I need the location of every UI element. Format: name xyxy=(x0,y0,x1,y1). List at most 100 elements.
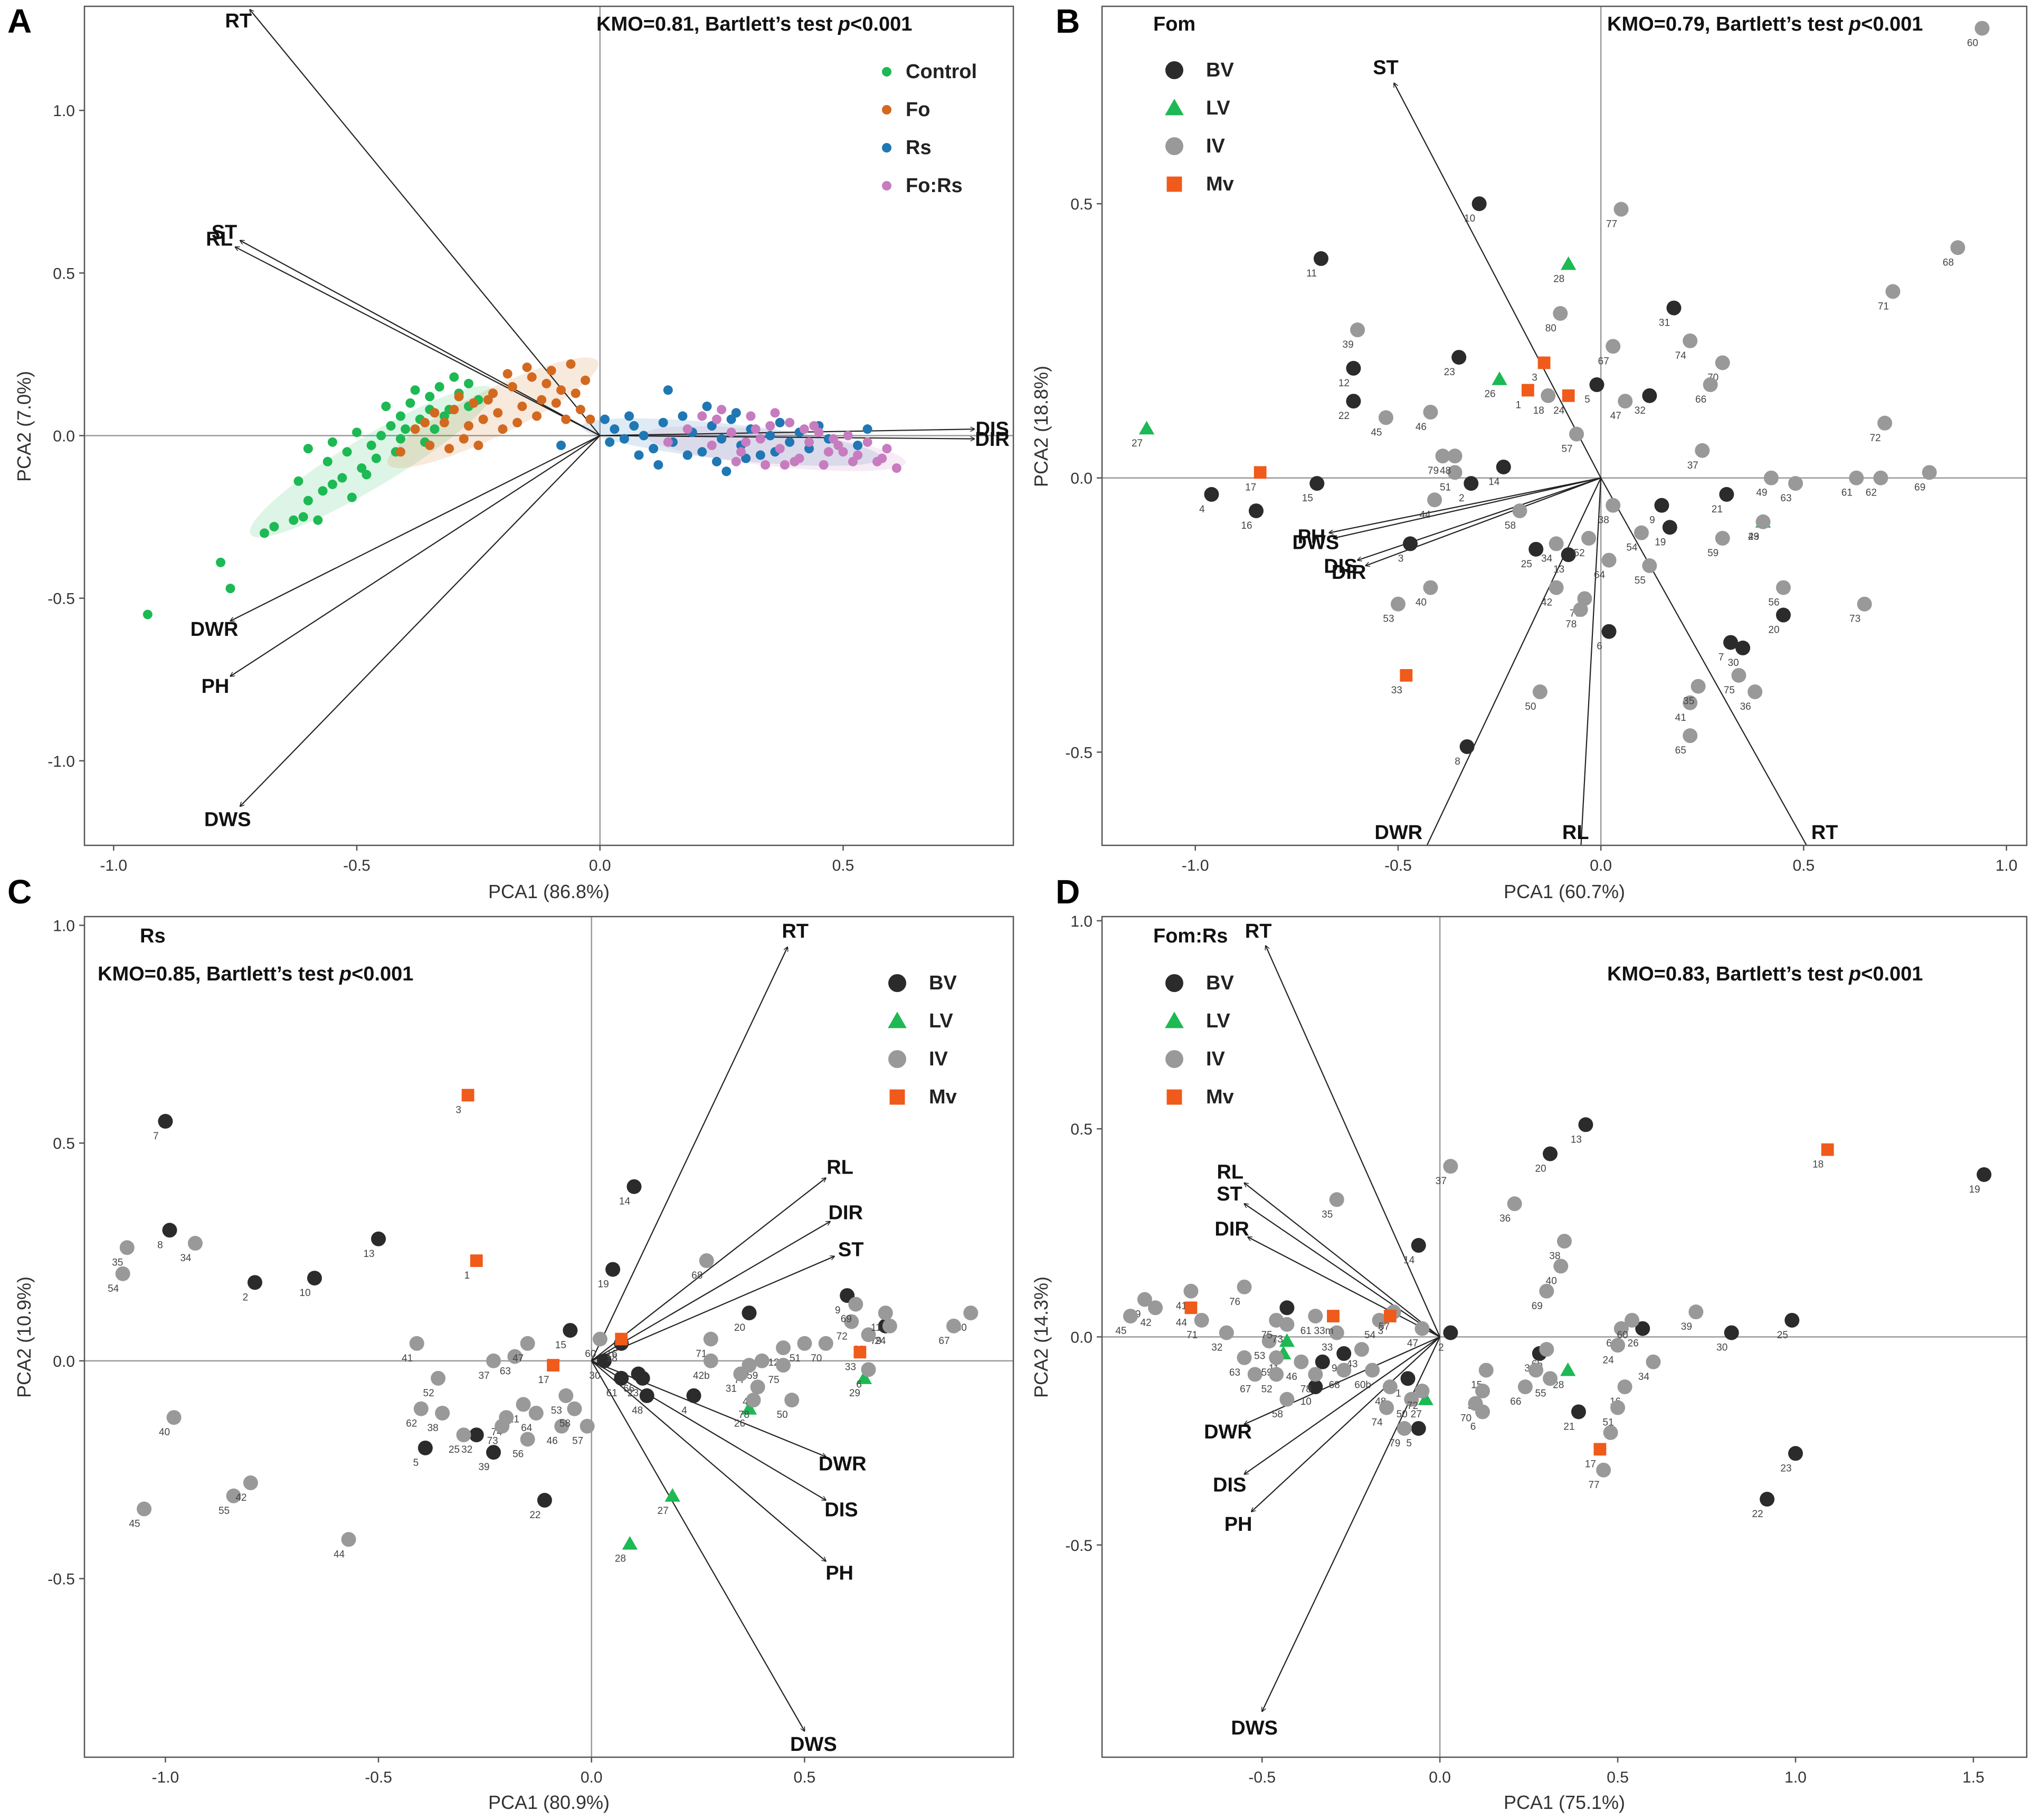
panel-c-point-label-45: 45 xyxy=(129,1519,140,1530)
panel-d-point-label-20: 20 xyxy=(1535,1164,1546,1175)
panel-c-loading-label-dwr: DWR xyxy=(819,1453,867,1475)
panel-a-legend-key-fo-rs xyxy=(882,181,891,190)
panel-a-point-control-35 xyxy=(410,385,420,395)
panel-d-point-label-75: 75 xyxy=(1261,1330,1273,1341)
panel-a-point-fo-14 xyxy=(546,366,556,376)
panel-c-point-mv-17 xyxy=(547,1359,559,1372)
panel-d-point-label-46: 46 xyxy=(1286,1371,1297,1383)
panel-d-legend-label-bv: BV xyxy=(1206,972,1234,994)
panel-d-loading-label-rl: RL xyxy=(1217,1161,1243,1184)
panel-d-point-bv-7 xyxy=(1279,1300,1295,1316)
panel-c-point-bv-19 xyxy=(605,1262,621,1277)
panel-b-y-tick-label-0: -0.5 xyxy=(1065,744,1093,761)
panel-c-point-label-38: 38 xyxy=(428,1423,439,1434)
panel-c-legend-key-iv xyxy=(888,1050,906,1068)
panel-a-loading-arrow-rt xyxy=(250,9,601,436)
panel-c-point-label-60: 60 xyxy=(585,1349,596,1360)
panel-b-point-iv-77 xyxy=(1613,202,1629,217)
panel-b-point-bv-31 xyxy=(1666,300,1682,316)
panel-d-point-bv-9 xyxy=(1336,1346,1352,1361)
panel-c-point-label-53: 53 xyxy=(551,1405,562,1416)
panel-d-point-label-50: 50 xyxy=(1397,1409,1408,1420)
panel-d-point-label-54: 54 xyxy=(1364,1330,1376,1341)
panel-c-point-label-71: 71 xyxy=(696,1349,707,1360)
panel-a-point-control-18 xyxy=(386,421,396,431)
panel-d-point-label-32: 32 xyxy=(1211,1342,1222,1354)
panel-c-y-tick-label-1: 0.0 xyxy=(53,1353,75,1370)
panel-b-point-iv-36 xyxy=(1748,684,1763,700)
panel-a-point-fo-rs-15 xyxy=(823,447,833,457)
panel-b-loading-label-dws: DWS xyxy=(1293,532,1340,554)
panel-c-point-label-50: 50 xyxy=(777,1409,788,1421)
panel-a-point-control-38 xyxy=(362,470,372,480)
panel-d-point-bv-20 xyxy=(1543,1146,1558,1161)
panel-a-legend-label-fo-rs: Fo:Rs xyxy=(906,175,963,197)
panel-b-point-bv-6 xyxy=(1601,624,1617,639)
panel-a-point-fo-26 xyxy=(522,363,532,373)
panel-b-point-bv-23 xyxy=(1451,350,1467,365)
panel-d-point-bv-1 xyxy=(1400,1371,1416,1386)
panel-b-point-mv-1 xyxy=(1521,384,1534,397)
panel-a-loading-arrow-dir xyxy=(600,435,975,439)
panel-c-point-bv-48 xyxy=(639,1388,654,1403)
panel-b-point-iv-39 xyxy=(1350,322,1365,338)
panel-d-point-iv-15 xyxy=(1478,1362,1494,1378)
panel-d-point-iv-36 xyxy=(1507,1196,1522,1212)
panel-a-legend: Control Fo Rs Fo:Rs xyxy=(882,61,977,197)
panel-c-point-bv-13 xyxy=(371,1231,386,1246)
panel-d-point-iv-56 xyxy=(1475,1384,1490,1399)
panel-d-point-label-33m: 33m xyxy=(1314,1326,1334,1337)
panel-c-point-iv-64 xyxy=(528,1405,544,1421)
panel-a-point-rs-22 xyxy=(804,444,814,454)
panel-c-point-label-57: 57 xyxy=(572,1436,583,1447)
panel-d-point-iv-51 xyxy=(1610,1400,1626,1415)
panel-c-point-mv-16 xyxy=(615,1332,628,1346)
panel-a-loading-arrow-ph xyxy=(230,435,601,676)
panel-c-point-iv-42 xyxy=(243,1475,258,1491)
panel-a-point-fo-28 xyxy=(502,369,512,379)
panel-c-letter: C xyxy=(7,873,32,911)
panel-a-point-fo-rs-33 xyxy=(829,434,839,444)
panel-b-point-iv-68 xyxy=(1950,240,1965,255)
panel-a-point-fo-rs-14 xyxy=(814,427,824,437)
panel-c-point-label-3: 3 xyxy=(455,1104,461,1116)
panel-b-point-iv-72 xyxy=(1877,415,1893,431)
panel-b-point-label-63: 63 xyxy=(1780,493,1791,504)
panel-b-loading-label-rl: RL xyxy=(1562,822,1589,844)
panel-a-point-rs-20 xyxy=(785,437,795,447)
panel-b-point-iv-70 xyxy=(1715,355,1730,370)
panel-b-point-iv-41 xyxy=(1683,695,1698,710)
panel-d-point-iv-54 xyxy=(1372,1312,1387,1328)
panel-b-point-label-27: 27 xyxy=(1132,438,1143,449)
panel-b-loading-label-dis: DIS xyxy=(1324,555,1357,577)
panel-c-legend-label-bv: BV xyxy=(929,972,957,994)
panel-c-point-iv-69 xyxy=(848,1297,863,1312)
panel-c-point-mv-1 xyxy=(470,1254,483,1267)
panel-a-point-rs-30 xyxy=(663,385,673,395)
panel-b-point-label-42: 42 xyxy=(1541,597,1552,608)
panel-c-point-label-19: 19 xyxy=(598,1279,609,1290)
panel-a-legend-key-fo xyxy=(882,105,891,115)
panel-b-point-label-41: 41 xyxy=(1675,712,1686,723)
panel-c-point-label-10: 10 xyxy=(299,1288,310,1299)
panel-a-point-fo-rs-35 xyxy=(780,460,790,470)
panel-a-point-fo-15 xyxy=(556,385,566,395)
panel-a-loading-arrow-rl xyxy=(235,247,601,436)
panel-b-point-iv-37 xyxy=(1695,443,1710,458)
panel-b-point-lv-27 xyxy=(1138,421,1155,435)
panel-d-point-iv-74 xyxy=(1379,1400,1394,1415)
panel-d-x-axis-title: PCA1 (75.1%) xyxy=(1504,1792,1625,1813)
panel-c-point-label-30: 30 xyxy=(589,1370,600,1381)
panel-b-loading-label-rt: RT xyxy=(1811,822,1838,844)
panel-a-point-control-16 xyxy=(366,440,376,450)
panel-b-loading-label-dir: DIR xyxy=(1332,561,1366,584)
panel-a-point-rs-17 xyxy=(755,450,765,460)
panel-d-point-label-3: 3 xyxy=(1378,1326,1384,1337)
panel-a-point-fo-23 xyxy=(512,417,523,427)
panel-b-point-label-37: 37 xyxy=(1687,460,1698,471)
panel-b-point-label-3: 3 xyxy=(1532,372,1537,383)
panel-b-point-label-77: 77 xyxy=(1606,219,1617,230)
panel-c-point-iv-21 xyxy=(516,1397,531,1412)
panel-a-point-rs-28 xyxy=(741,453,751,463)
panel-d-point-iv-72 xyxy=(1414,1384,1430,1399)
